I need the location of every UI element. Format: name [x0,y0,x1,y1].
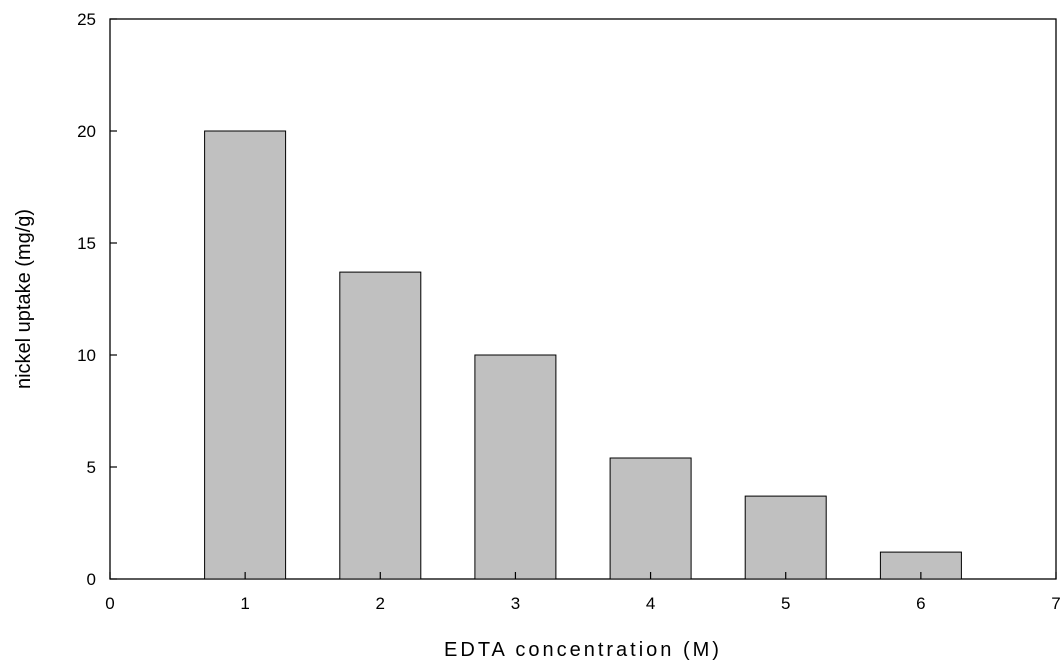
y-axis-ticks: 0 5 10 15 20 25 [77,10,117,589]
bar-3 [474,354,557,580]
x-axis-title: EDTA concentration (M) [444,639,722,661]
x-tick-label: 5 [781,594,790,613]
y-tick-label: 20 [77,122,96,141]
x-axis-ticks: 0 1 2 3 4 5 6 7 [105,572,1061,613]
bar-4 [609,457,692,580]
x-tick-label: 7 [1051,594,1060,613]
x-tick-label: 2 [376,594,385,613]
y-tick-label: 5 [87,458,96,477]
y-tick-label: 0 [87,570,96,589]
bar-5 [744,495,827,580]
bar-1 [204,130,287,580]
y-tick-label: 25 [77,10,96,29]
x-tick-label: 6 [916,594,925,613]
y-tick-label: 10 [77,346,96,365]
bar-2 [339,271,422,580]
y-tick-label: 15 [77,234,96,253]
x-tick-label: 3 [511,594,520,613]
x-tick-label: 0 [105,594,114,613]
x-tick-label: 1 [240,594,249,613]
bars [204,130,962,580]
x-tick-label: 4 [646,594,655,613]
plot-frame [109,18,1057,580]
y-axis-title: nickel uptake (mg/g) [13,209,35,389]
